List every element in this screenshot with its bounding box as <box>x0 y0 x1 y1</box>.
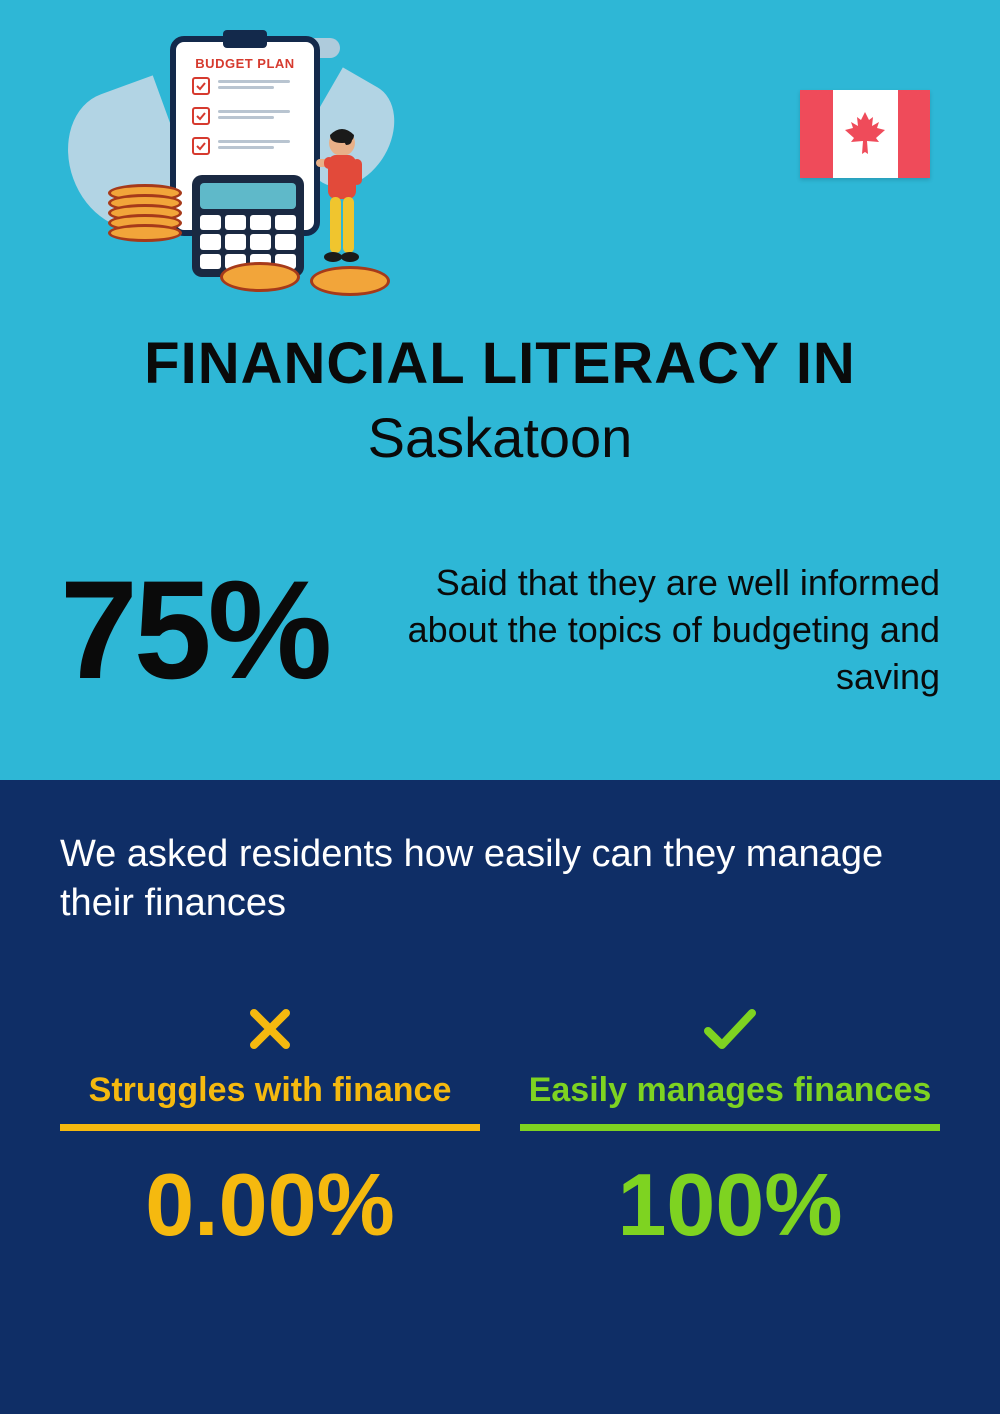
budget-illustration: BUDGET PLAN <box>60 30 400 300</box>
clipboard-title: BUDGET PLAN <box>176 56 314 71</box>
maple-leaf-icon <box>843 110 887 158</box>
header-row: BUDGET PLAN <box>40 20 960 300</box>
title-block: FINANCIAL LITERACY IN Saskatoon <box>40 330 960 470</box>
person-icon <box>312 125 372 275</box>
title-line-1: FINANCIAL LITERACY IN <box>40 330 960 397</box>
metric-struggles-value: 0.00% <box>60 1161 480 1249</box>
check-icon <box>520 999 940 1059</box>
metric-rule <box>520 1124 940 1131</box>
metric-struggles: Struggles with finance 0.00% <box>60 999 480 1249</box>
bottom-section: We asked residents how easily can they m… <box>0 780 1000 1414</box>
metric-rule <box>60 1124 480 1131</box>
stat-row: 75% Said that they are well informed abo… <box>40 560 960 700</box>
check-icon <box>192 77 210 95</box>
coin-icon <box>220 262 300 292</box>
metric-manages: Easily manages finances 100% <box>520 999 940 1249</box>
flag-center <box>833 90 898 178</box>
canada-flag-icon <box>800 90 930 178</box>
question-text: We asked residents how easily can they m… <box>60 830 940 929</box>
clip-lines <box>218 80 298 92</box>
metric-manages-label: Easily manages finances <box>520 1071 940 1110</box>
coin-stack-icon <box>108 192 182 242</box>
calc-screen <box>200 183 296 209</box>
metric-struggles-label: Struggles with finance <box>60 1071 480 1110</box>
stat-description: Said that they are well informed about t… <box>328 560 940 700</box>
clip-lines <box>218 140 298 152</box>
title-line-2: Saskatoon <box>40 405 960 470</box>
clip-item <box>176 71 314 101</box>
top-section: BUDGET PLAN <box>0 0 1000 780</box>
clip-item <box>176 101 314 131</box>
clipboard-clip <box>223 30 267 48</box>
calc-keys <box>200 215 296 269</box>
clip-item <box>176 131 314 161</box>
check-icon <box>192 107 210 125</box>
stat-percent: 75% <box>60 560 328 700</box>
metrics-row: Struggles with finance 0.00% Easily mana… <box>60 999 940 1249</box>
flag-red-stripe <box>898 90 931 178</box>
cross-icon <box>60 999 480 1059</box>
flag-red-stripe <box>800 90 833 178</box>
clip-lines <box>218 110 298 122</box>
metric-manages-value: 100% <box>520 1161 940 1249</box>
check-icon <box>192 137 210 155</box>
infographic-page: BUDGET PLAN <box>0 0 1000 1414</box>
